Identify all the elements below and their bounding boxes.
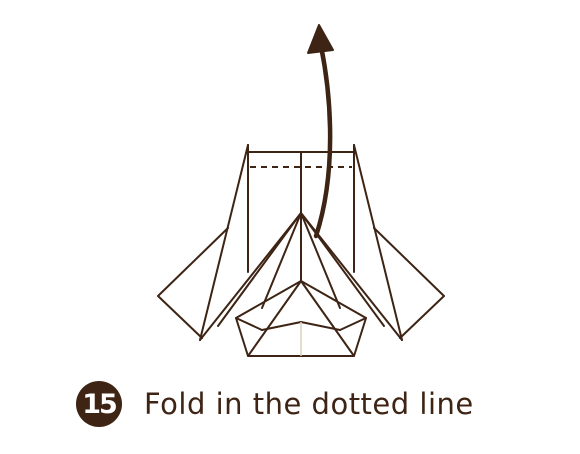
paper-lower-pentagon <box>235 280 367 357</box>
origami-paper <box>157 144 445 357</box>
paper-left-outer-flare <box>199 144 249 341</box>
paper-right-outer-flare <box>353 144 403 341</box>
step-instruction: Fold in the dotted line <box>144 387 474 421</box>
paper-pentagon-left-fold <box>235 317 263 331</box>
step-number-badge: 15 <box>76 381 122 427</box>
paper-inner-right-ray <box>300 212 341 309</box>
paper-inner-left-ray <box>261 212 302 309</box>
paper-left-wing <box>157 227 229 339</box>
paper-inner-left-diagonal <box>217 212 302 327</box>
fold-direction-arrow-shaft <box>313 43 333 239</box>
paper-top-left-tab <box>247 144 355 153</box>
step-caption: 15 Fold in the dotted line <box>76 381 474 427</box>
paper-pentagon-right-ray <box>300 280 355 357</box>
paper-inner-right-diagonal <box>300 212 385 327</box>
paper-pentagon-left-ray <box>247 280 302 357</box>
paper-pentagon-right-fold <box>339 317 367 331</box>
paper-right-wing <box>373 227 445 339</box>
fold-direction-arrow-head <box>307 24 334 54</box>
